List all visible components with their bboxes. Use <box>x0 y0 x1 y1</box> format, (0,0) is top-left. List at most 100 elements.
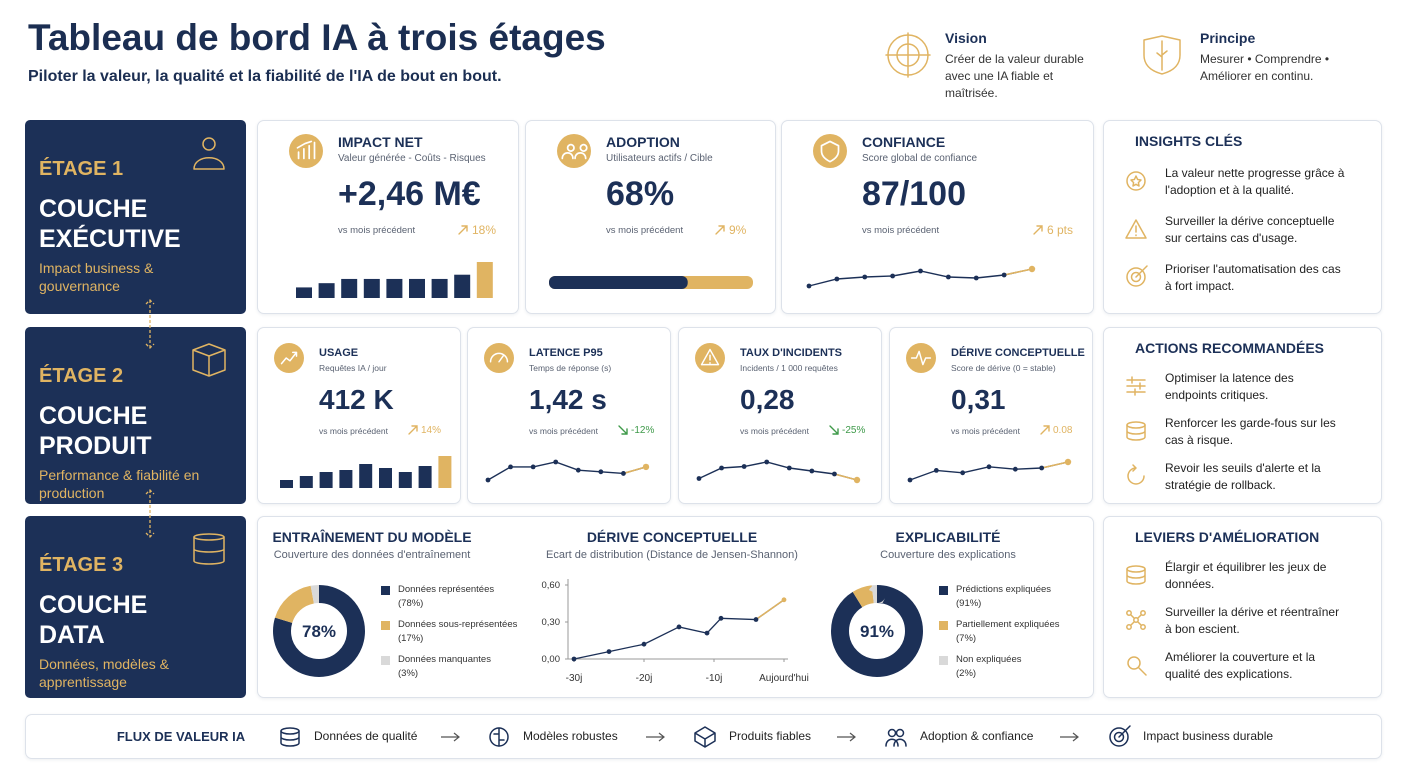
legend-value: (3%) <box>398 668 419 679</box>
tier-description: Impact business & gouvernance <box>39 260 154 294</box>
kpi-comparison: vs mois précédent <box>319 426 388 436</box>
kpi-delta: 14% <box>421 425 442 436</box>
panel-item: Surveiller la dérive et réentraîner à bo… <box>1165 605 1340 636</box>
icon-shape <box>1118 725 1131 738</box>
icon-shape <box>1109 727 1129 747</box>
tier-description: Données, modèles & apprentissage <box>39 656 169 690</box>
icon-shape <box>887 728 897 738</box>
legend-label: Prédictions expliquées <box>956 584 1052 595</box>
kpi-value: 0,28 <box>740 384 795 415</box>
trend-arrow <box>618 425 628 435</box>
kpi-card: DÉRIVE CONCEPTUELLE Score de dérive (0 = … <box>889 327 1093 504</box>
icon <box>1126 376 1146 396</box>
sparkline-path <box>698 461 858 481</box>
side-panel: LEVIERS D'AMÉLIORATION Élargir et équilib… <box>1103 516 1382 698</box>
sparkline <box>696 459 861 484</box>
flow-arrow-shape <box>837 732 856 742</box>
bar <box>341 278 358 298</box>
bar <box>318 283 335 298</box>
sparkline-point <box>741 464 747 469</box>
legend-label: Non expliquées <box>956 654 1022 665</box>
legend-value: (7%) <box>956 633 977 644</box>
icon-shape <box>1138 667 1147 676</box>
kpi-icon <box>289 134 323 168</box>
flow-arrow <box>441 732 460 742</box>
panel-title: LEVIERS D'AMÉLIORATION <box>1135 529 1320 545</box>
icon <box>1125 219 1147 239</box>
bar <box>431 278 448 298</box>
sparkline-point <box>508 464 513 470</box>
arrow-shape <box>715 225 725 235</box>
section-title: EXPLICABILITÉ <box>895 529 1001 545</box>
icon-bg <box>813 134 847 168</box>
legend-swatch-rect <box>381 586 390 595</box>
icon <box>1126 265 1148 287</box>
tier-description: Performance & fiabilité en production <box>39 467 200 501</box>
kpi-subtitle: Temps de réponse (s) <box>529 363 612 373</box>
sparkline <box>485 459 650 483</box>
bar <box>454 274 471 298</box>
kpi-icon <box>484 343 514 373</box>
sparkline-point <box>806 283 812 289</box>
icon-shape <box>1126 421 1146 429</box>
icon-shape <box>1125 219 1147 239</box>
panel-item: La valeur nette progresse grâce à l'adop… <box>1165 166 1345 197</box>
tier-panel: ÉTAGE 3 COUCHE DATA Données, modèles & app… <box>25 516 246 698</box>
icon-shape <box>1126 376 1146 396</box>
donut-center-label: 91% <box>860 622 894 641</box>
bar <box>319 472 333 488</box>
y-tick-label: 0,30 <box>542 617 561 628</box>
trend-arrow <box>715 225 725 235</box>
y-tick-label: 0,00 <box>542 654 561 665</box>
sparkline-recent <box>1041 461 1069 469</box>
legend-swatch-rect <box>939 656 948 665</box>
icon-shape <box>193 533 225 541</box>
flow-step: Données de qualité <box>314 729 418 743</box>
sparkline-point <box>575 467 581 473</box>
kpi-icon <box>274 343 304 373</box>
section-subtitle: Ecart de distribution (Distance de Jense… <box>546 549 798 561</box>
kpi-comparison: vs mois précédent <box>862 225 940 236</box>
panel-title: ACTIONS RECOMMANDÉES <box>1135 340 1325 356</box>
kpi-title: ADOPTION <box>606 134 680 150</box>
kpi-delta: 9% <box>729 223 747 237</box>
icon-shape <box>895 728 905 738</box>
legend-swatch <box>939 656 948 665</box>
panel-item: Élargir et équilibrer les jeux de donnée… <box>1165 560 1327 591</box>
sparkline-point <box>973 275 979 281</box>
kpi-delta: 18% <box>472 223 497 237</box>
icon <box>885 728 907 747</box>
principle-title: Principe <box>1200 30 1256 46</box>
kpi-delta: 0.08 <box>1053 425 1073 436</box>
trend-arrow <box>458 225 468 235</box>
legend-swatch-rect <box>939 621 948 630</box>
icon-shape <box>1135 265 1148 278</box>
kpi-subtitle: Score global de confiance <box>862 153 978 164</box>
icon-shape <box>193 157 225 170</box>
panel-item: Optimiser la latence des endpoints criti… <box>1165 371 1294 402</box>
flow-step: Adoption & confiance <box>920 729 1034 743</box>
icon-bg <box>484 343 514 373</box>
kpi-title: USAGE <box>319 347 359 359</box>
section-title: DÉRIVE CONCEPTUELLE <box>586 529 758 545</box>
icon-shape <box>280 727 300 735</box>
kpi-subtitle: Score de dérive (0 = stable) <box>951 363 1056 373</box>
icon-bg <box>274 343 304 373</box>
tier-connector <box>145 489 155 538</box>
tier-label: ÉTAGE 3 <box>39 554 124 576</box>
icon-shape <box>192 343 226 377</box>
icon-bg <box>289 134 323 168</box>
flow-step: Produits fiables <box>729 729 812 743</box>
x-tick-label: -20j <box>636 673 653 684</box>
legend-value: (78%) <box>398 598 424 609</box>
bar <box>418 466 432 488</box>
bar <box>363 278 380 298</box>
principle-text: Mesurer • Comprendre • Améliorer en cont… <box>1200 52 1330 83</box>
icon-shape <box>1130 271 1142 283</box>
icon <box>1126 171 1146 191</box>
icon-shape <box>694 726 716 748</box>
sparkline-recent <box>834 473 858 481</box>
icon-shape <box>1133 617 1139 623</box>
kpi-subtitle: Valeur générée - Coûts - Risques <box>338 153 486 164</box>
bar <box>296 287 312 298</box>
